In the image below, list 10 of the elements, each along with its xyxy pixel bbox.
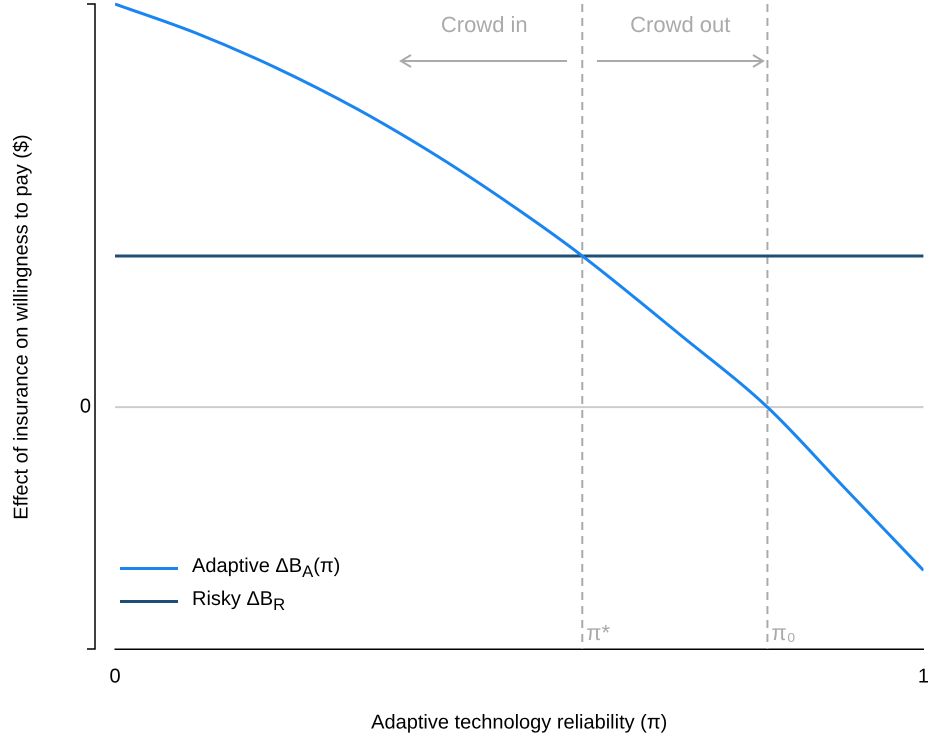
x-axis-title: Adaptive technology reliability (π) xyxy=(371,712,668,734)
annotation: Crowd in xyxy=(440,12,528,38)
ref-line-label: π₀ xyxy=(771,620,796,646)
ref-line-label: π* xyxy=(586,620,610,646)
x-tick-label: 1 xyxy=(918,666,929,688)
legend-label: Adaptive ΔB$_{A}$(π) xyxy=(192,555,340,582)
ref-line-label: 0 xyxy=(80,396,91,418)
annotation: Crowd out xyxy=(630,12,730,38)
y-axis-title: Effect of insurance on willingness to pay ($) xyxy=(10,134,34,520)
legend-label: Risky ΔB$_{R}$ xyxy=(192,588,286,615)
